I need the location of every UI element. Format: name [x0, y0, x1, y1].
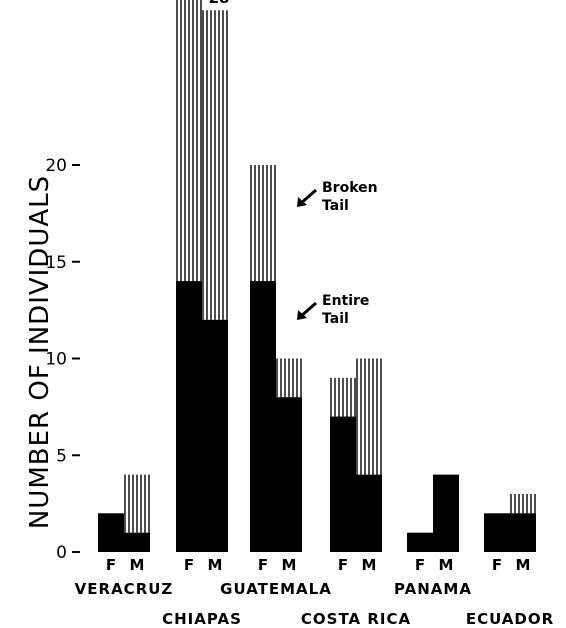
- data-label: 28: [209, 0, 230, 7]
- bar-entire-guatemala-f: [250, 281, 276, 552]
- sex-label: F: [106, 556, 116, 574]
- sex-label: M: [362, 556, 377, 574]
- bar-entire-chiapas-f: [176, 281, 202, 552]
- sex-label: M: [516, 556, 531, 574]
- location-label: PANAMA: [394, 580, 472, 598]
- sex-label: F: [415, 556, 425, 574]
- bar-entire-panama-f: [407, 532, 433, 552]
- sex-label: F: [258, 556, 268, 574]
- bar-entire-ecuador-m: [510, 513, 536, 552]
- sex-label: M: [282, 556, 297, 574]
- location-label: CHIAPAS: [162, 610, 242, 628]
- annotation-broken-tail: Broken Tail: [297, 180, 378, 214]
- bar-entire-panama-m: [433, 474, 459, 552]
- sex-label: M: [208, 556, 223, 574]
- annotation-text: Broken: [322, 180, 378, 196]
- bar-entire-chiapas-m: [202, 319, 228, 552]
- annotation-text: Entire: [322, 293, 369, 309]
- y-tick-label: 5: [56, 446, 67, 466]
- y-tick-label: 15: [45, 253, 67, 273]
- bar-broken-chiapas-m: [202, 10, 228, 320]
- location-label: ECUADOR: [466, 610, 554, 628]
- bar-broken-ecuador-m: [510, 493, 536, 514]
- annotation-text: Tail: [322, 198, 349, 214]
- location-label: VERACRUZ: [75, 580, 174, 598]
- annotation-entire-tail: Entire Tail: [297, 293, 369, 327]
- y-tick-label: 0: [56, 543, 67, 563]
- bar-broken-guatemala-f: [250, 165, 276, 282]
- bar-broken-costa-rica-f: [330, 377, 356, 417]
- bar-broken-costa-rica-m: [356, 358, 382, 475]
- y-tick-label: 10: [45, 350, 67, 370]
- sex-label: F: [338, 556, 348, 574]
- y-axis-label: NUMBER OF INDIVIDUALS: [25, 175, 55, 529]
- bar-entire-veracruz-f: [98, 513, 124, 552]
- location-label: COSTA RICA: [301, 610, 411, 628]
- bar-broken-veracruz-m: [124, 474, 150, 533]
- bar-entire-guatemala-m: [276, 397, 302, 552]
- bar-broken-chiapas-f: [176, 0, 202, 282]
- bar-entire-costa-rica-m: [356, 474, 382, 552]
- annotation-text: Tail: [322, 311, 349, 327]
- sex-label: F: [184, 556, 194, 574]
- sex-label: M: [130, 556, 145, 574]
- y-tick-label: 20: [45, 156, 67, 176]
- sex-label: M: [439, 556, 454, 574]
- bar-entire-veracruz-m: [124, 532, 150, 552]
- location-label: GUATEMALA: [220, 580, 332, 598]
- bar-broken-guatemala-m: [276, 358, 302, 398]
- bar-entire-ecuador-f: [484, 513, 510, 552]
- bar-entire-costa-rica-f: [330, 416, 356, 552]
- sex-label: F: [492, 556, 502, 574]
